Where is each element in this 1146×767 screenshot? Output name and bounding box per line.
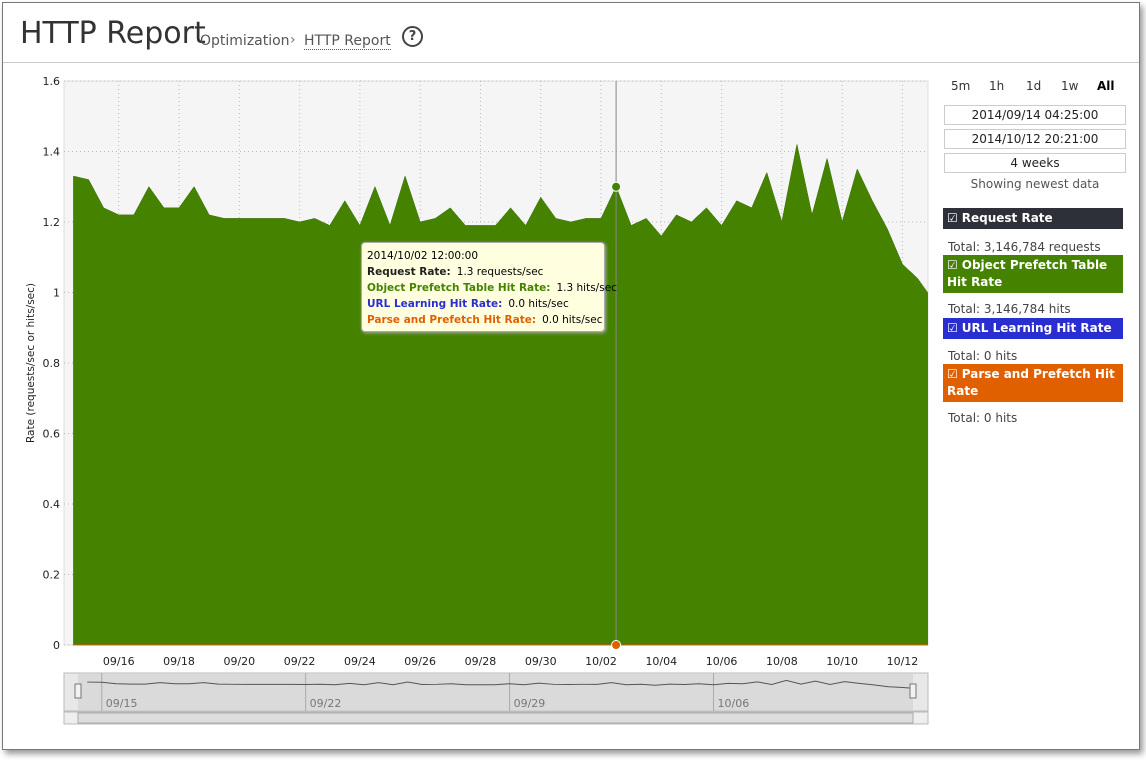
tooltip-row: Object Prefetch Table Hit Rate: 1.3 hits/… xyxy=(367,280,617,296)
page-title: HTTP Report xyxy=(20,16,206,51)
legend-item[interactable]: ☑ Object Prefetch Table Hit Rate xyxy=(943,255,1123,293)
range-button[interactable]: 1h xyxy=(989,79,1005,93)
y-tick-label: 1.2 xyxy=(43,216,61,229)
x-tick-label: 10/08 xyxy=(766,655,798,668)
tooltip-value: 0.0 hits/sec xyxy=(508,298,569,310)
x-tick-label: 10/10 xyxy=(826,655,858,668)
x-tick-label: 09/30 xyxy=(525,655,557,668)
navigator-tick-label: 09/15 xyxy=(106,697,138,710)
tooltip-value: 1.3 requests/sec xyxy=(456,266,544,278)
help-icon[interactable]: ? xyxy=(402,26,423,47)
legend-name: Request Rate xyxy=(961,211,1053,225)
end-date[interactable]: 2014/10/12 20:21:00 xyxy=(944,129,1126,149)
range-button[interactable]: 1d xyxy=(1026,79,1042,93)
series-area xyxy=(73,144,928,646)
x-tick-label: 09/28 xyxy=(465,655,497,668)
x-tick-label: 09/24 xyxy=(344,655,376,668)
navigator-line xyxy=(87,679,913,689)
legend-total: Total: 3,146,784 hits xyxy=(948,302,1071,316)
hover-dot xyxy=(611,640,622,650)
y-tick-label: 1.6 xyxy=(43,75,61,88)
breadcrumb-sep: › xyxy=(290,32,296,48)
tooltip-name: Object Prefetch Table Hit Rate: xyxy=(367,282,551,294)
y-tick-label: 1.4 xyxy=(43,146,61,159)
tooltip-name: Request Rate: xyxy=(367,266,451,278)
duration[interactable]: 4 weeks xyxy=(944,153,1126,173)
range-button[interactable]: All xyxy=(1097,79,1115,93)
x-tick-label: 09/20 xyxy=(223,655,255,668)
tooltip-time: 2014/10/02 12:00:00 xyxy=(367,250,479,262)
legend-item[interactable]: ☑ Parse and Prefetch Hit Rate xyxy=(943,364,1123,402)
y-tick-label: 0.4 xyxy=(43,498,61,511)
navigator-handle[interactable] xyxy=(74,683,82,699)
tooltip-value: 1.3 hits/sec xyxy=(556,282,617,294)
scrollbar-thumb xyxy=(77,712,914,724)
tooltip-row: URL Learning Hit Rate: 0.0 hits/sec xyxy=(367,296,599,312)
divider xyxy=(3,62,1139,63)
x-tick-label: 09/22 xyxy=(284,655,316,668)
x-tick-label: 09/26 xyxy=(404,655,436,668)
hover-dot xyxy=(611,181,622,192)
tooltip: 2014/10/02 12:00:00 Request Rate: 1.3 requ… xyxy=(361,242,617,332)
status-note: Showing newest data xyxy=(970,177,1100,191)
x-tick-label: 09/16 xyxy=(103,655,135,668)
x-tick-label: 10/12 xyxy=(887,655,919,668)
breadcrumb[interactable]: Optimization xyxy=(200,33,290,49)
legend-name: URL Learning Hit Rate xyxy=(961,321,1112,335)
legend-check: ☑ xyxy=(947,258,958,272)
x-tick-label: 09/18 xyxy=(163,655,195,668)
x-tick-label: 10/02 xyxy=(585,655,617,668)
breadcrumb[interactable]: HTTP Report xyxy=(304,33,391,50)
y-axis-label: Rate (requests/sec or hits/sec) xyxy=(25,283,37,443)
legend-check: ☑ xyxy=(947,321,958,335)
tooltip-row: Request Rate: 1.3 requests/sec xyxy=(367,264,599,280)
tooltip-row: Parse and Prefetch Hit Rate: 0.0 hits/sec xyxy=(367,312,603,328)
range-button[interactable]: 1w xyxy=(1061,79,1079,93)
x-tick-label: 10/06 xyxy=(706,655,738,668)
legend-check: ☑ xyxy=(947,211,958,225)
x-tick-label: 10/04 xyxy=(645,655,677,668)
start-date[interactable]: 2014/09/14 04:25:00 xyxy=(944,105,1126,125)
y-tick-label: 0 xyxy=(53,639,60,652)
navigator-tick-label: 09/22 xyxy=(310,697,342,710)
y-tick-label: 0.6 xyxy=(43,428,61,441)
legend-item[interactable]: ☑ URL Learning Hit Rate xyxy=(943,318,1123,339)
tooltip-name: Parse and Prefetch Hit Rate: xyxy=(367,314,537,326)
legend-total: Total: 0 hits xyxy=(948,349,1018,363)
legend-total: Total: 0 hits xyxy=(948,411,1018,425)
legend-item[interactable]: ☑ Request Rate xyxy=(943,208,1123,229)
y-tick-label: 1 xyxy=(53,287,60,300)
navigator-handle[interactable] xyxy=(909,683,917,699)
legend-name: Object Prefetch Table Hit Rate xyxy=(947,258,1108,289)
tooltip-name: URL Learning Hit Rate: xyxy=(367,298,503,310)
legend-total: Total: 3,146,784 requests xyxy=(948,240,1101,254)
legend-name: Parse and Prefetch Hit Rate xyxy=(947,367,1115,398)
range-button[interactable]: 5m xyxy=(951,79,971,93)
navigator-tick-label: 09/29 xyxy=(514,697,546,710)
navigator-window xyxy=(78,673,913,711)
y-tick-label: 0.2 xyxy=(43,569,61,582)
y-tick-label: 0.8 xyxy=(43,357,61,370)
tooltip-value: 0.0 hits/sec xyxy=(542,314,603,326)
legend-check: ☑ xyxy=(947,367,958,381)
navigator-tick-label: 10/06 xyxy=(718,697,750,710)
